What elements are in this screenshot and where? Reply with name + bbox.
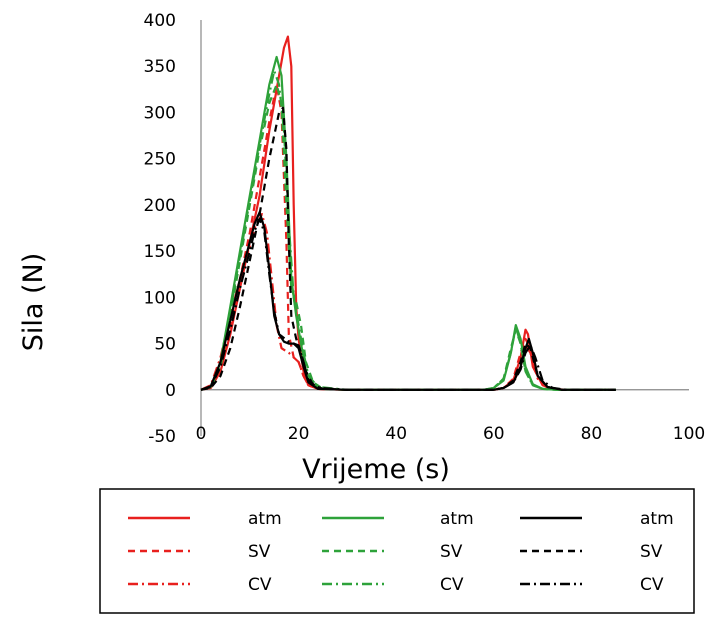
x-axis-label: Vrijeme (s) (302, 454, 450, 485)
x-tick-label: 40 (385, 424, 407, 444)
series-line (200, 217, 616, 391)
y-tick-label: 200 (144, 196, 176, 216)
x-tick-label: 20 (288, 424, 310, 444)
y-tick-label: 100 (144, 288, 176, 308)
y-tick-label: 50 (154, 335, 176, 355)
legend-label: CV (248, 575, 272, 595)
legend-label: atm (440, 509, 474, 529)
y-tick-label: 300 (144, 103, 176, 123)
legend-label: SV (440, 542, 463, 562)
y-tick-label: 150 (144, 242, 176, 262)
legend-label: CV (640, 575, 664, 595)
series-line (200, 83, 616, 391)
series-line (200, 211, 616, 391)
series-line (200, 213, 616, 391)
legend-label: SV (248, 542, 271, 562)
legend-box (99, 488, 695, 614)
y-tick-label: -50 (148, 427, 176, 447)
series-line (200, 69, 616, 391)
legend-label: atm (248, 509, 282, 529)
legend-label: SV (640, 542, 663, 562)
legend-label: CV (440, 575, 464, 595)
y-tick-label: 350 (144, 57, 176, 77)
x-tick-label: 0 (196, 424, 207, 444)
x-tick-label: 80 (581, 424, 603, 444)
x-tick-label: 60 (483, 424, 505, 444)
y-tick-label: 400 (144, 11, 176, 31)
series-line (200, 83, 616, 391)
x-tick-label: 100 (673, 424, 705, 444)
legend-label: atm (640, 509, 674, 529)
y-tick-label: 250 (144, 150, 176, 170)
series-line (200, 35, 616, 391)
y-tick-label: 0 (165, 381, 176, 401)
y-axis-label: Sila (N) (18, 253, 49, 352)
legend: atm SV CV atm SV CV atm SV CV (99, 488, 695, 614)
